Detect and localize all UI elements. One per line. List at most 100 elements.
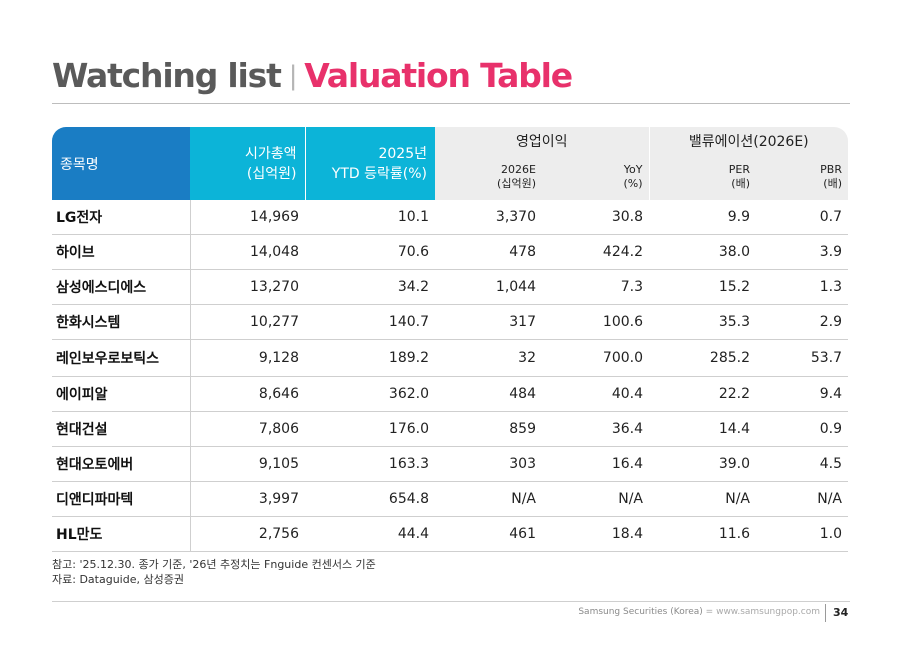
valuation-table: 종목명 시가총액 (십억원) 2025년 YTD 등락률(%) 영업이익 밸류에…: [52, 127, 848, 552]
cell-op-2026e: N/A: [435, 481, 542, 517]
cell-ytd: 140.7: [305, 304, 435, 340]
cell-market-cap: 9,128: [190, 339, 305, 377]
table-notes: 참고: '25.12.30. 종가 기준, '26년 추정치는 Fnguide …: [52, 557, 376, 587]
header-group-operating-profit: 영업이익: [435, 127, 649, 154]
cell-op-yoy: 30.8: [542, 200, 649, 235]
cell-ytd: 163.3: [305, 446, 435, 482]
cell-market-cap: 7,806: [190, 411, 305, 447]
cell-per: 35.3: [649, 304, 756, 340]
cell-op-yoy: 16.4: [542, 446, 649, 482]
cell-ytd: 70.6: [305, 234, 435, 270]
cell-op-2026e: 484: [435, 376, 542, 412]
cell-op-2026e: 859: [435, 411, 542, 447]
cell-market-cap: 14,048: [190, 234, 305, 270]
header-group-valuation: 밸류에이션(2026E): [648, 127, 848, 154]
cell-stock-name: 하이브: [52, 234, 191, 270]
cell-ytd: 34.2: [305, 269, 435, 305]
page-number-divider: [825, 604, 826, 622]
cell-market-cap: 8,646: [190, 376, 305, 412]
cell-ytd: 362.0: [305, 376, 435, 412]
note-source: 자료: Dataguide, 삼성증권: [52, 573, 184, 586]
cell-per: 9.9: [649, 200, 756, 235]
header-stock-name: 종목명: [52, 127, 190, 200]
cell-op-yoy: 18.4: [542, 516, 649, 552]
cell-op-yoy: N/A: [542, 481, 649, 517]
cell-op-2026e: 317: [435, 304, 542, 340]
cell-stock-name: LG전자: [52, 200, 191, 235]
cell-stock-name: HL만도: [52, 516, 191, 552]
title-separator: |: [288, 61, 298, 91]
table-row: 하이브 14,048 70.6 478 424.2 38.0 3.9: [52, 234, 848, 270]
cell-stock-name: 디앤디파마텍: [52, 481, 191, 517]
cell-op-2026e: 3,370: [435, 200, 542, 235]
footer-divider: [52, 601, 850, 602]
cell-stock-name: 에이피알: [52, 376, 191, 412]
cell-ytd: 44.4: [305, 516, 435, 552]
cell-stock-name: 한화시스템: [52, 304, 191, 340]
cell-op-yoy: 7.3: [542, 269, 649, 305]
cell-market-cap: 2,756: [190, 516, 305, 552]
cell-op-yoy: 36.4: [542, 411, 649, 447]
cell-market-cap: 3,997: [190, 481, 305, 517]
cell-op-2026e: 461: [435, 516, 542, 552]
header-pbr: PBR (배): [756, 154, 848, 200]
cell-op-yoy: 424.2: [542, 234, 649, 270]
cell-per: 14.4: [649, 411, 756, 447]
header-op-2026e: 2026E (십억원): [435, 154, 542, 200]
cell-stock-name: 레인보우로보틱스: [52, 339, 191, 377]
header-per: PER (배): [648, 154, 756, 200]
cell-pbr: 1.0: [756, 516, 848, 552]
footer-divider-symbol: =: [705, 607, 714, 617]
cell-ytd: 189.2: [305, 339, 435, 377]
cell-market-cap: 9,105: [190, 446, 305, 482]
cell-pbr: 1.3: [756, 269, 848, 305]
table-row: 한화시스템 10,277 140.7 317 100.6 35.3 2.9: [52, 304, 848, 340]
cell-stock-name: 현대건설: [52, 411, 191, 447]
cell-op-2026e: 32: [435, 339, 542, 377]
cell-stock-name: 현대오토에버: [52, 446, 191, 482]
cell-per: 285.2: [649, 339, 756, 377]
footer-company: Samsung Securities (Korea): [578, 607, 703, 617]
cell-ytd: 176.0: [305, 411, 435, 447]
table-row: HL만도 2,756 44.4 461 18.4 11.6 1.0: [52, 516, 848, 552]
footer-credit: Samsung Securities (Korea) = www.samsung…: [578, 607, 820, 617]
cell-op-2026e: 478: [435, 234, 542, 270]
cell-op-yoy: 100.6: [542, 304, 649, 340]
table-row: 에이피알 8,646 362.0 484 40.4 22.2 9.4: [52, 376, 848, 412]
table-row: LG전자 14,969 10.1 3,370 30.8 9.9 0.7: [52, 200, 848, 235]
cell-pbr: 53.7: [756, 339, 848, 377]
table-row: 레인보우로보틱스 9,128 189.2 32 700.0 285.2 53.7: [52, 339, 848, 377]
note-reference: 참고: '25.12.30. 종가 기준, '26년 추정치는 Fnguide …: [52, 558, 376, 571]
cell-per: 11.6: [649, 516, 756, 552]
title-watching-list: Watching list: [52, 56, 282, 95]
table-row: 삼성에스디에스 13,270 34.2 1,044 7.3 15.2 1.3: [52, 269, 848, 305]
header-op-yoy: YoY (%): [542, 154, 649, 200]
table-row: 현대건설 7,806 176.0 859 36.4 14.4 0.9: [52, 411, 848, 447]
cell-pbr: 0.9: [756, 411, 848, 447]
cell-per: 15.2: [649, 269, 756, 305]
table-row: 현대오토에버 9,105 163.3 303 16.4 39.0 4.5: [52, 446, 848, 482]
cell-op-yoy: 40.4: [542, 376, 649, 412]
cell-per: 38.0: [649, 234, 756, 270]
cell-ytd: 654.8: [305, 481, 435, 517]
cell-pbr: 0.7: [756, 200, 848, 235]
cell-op-yoy: 700.0: [542, 339, 649, 377]
cell-market-cap: 10,277: [190, 304, 305, 340]
cell-pbr: N/A: [756, 481, 848, 517]
title-divider: [52, 103, 850, 104]
page-number: 34: [833, 606, 849, 619]
header-ytd-change: 2025년 YTD 등락률(%): [304, 127, 435, 200]
header-market-cap: 시가총액 (십억원): [190, 127, 305, 200]
cell-per: 22.2: [649, 376, 756, 412]
cell-pbr: 2.9: [756, 304, 848, 340]
cell-stock-name: 삼성에스디에스: [52, 269, 191, 305]
cell-ytd: 10.1: [305, 200, 435, 235]
cell-per: N/A: [649, 481, 756, 517]
cell-op-2026e: 303: [435, 446, 542, 482]
cell-market-cap: 13,270: [190, 269, 305, 305]
table-row: 디앤디파마텍 3,997 654.8 N/A N/A N/A N/A: [52, 481, 848, 517]
footer-website: www.samsungpop.com: [716, 607, 820, 617]
cell-per: 39.0: [649, 446, 756, 482]
cell-pbr: 9.4: [756, 376, 848, 412]
cell-pbr: 4.5: [756, 446, 848, 482]
